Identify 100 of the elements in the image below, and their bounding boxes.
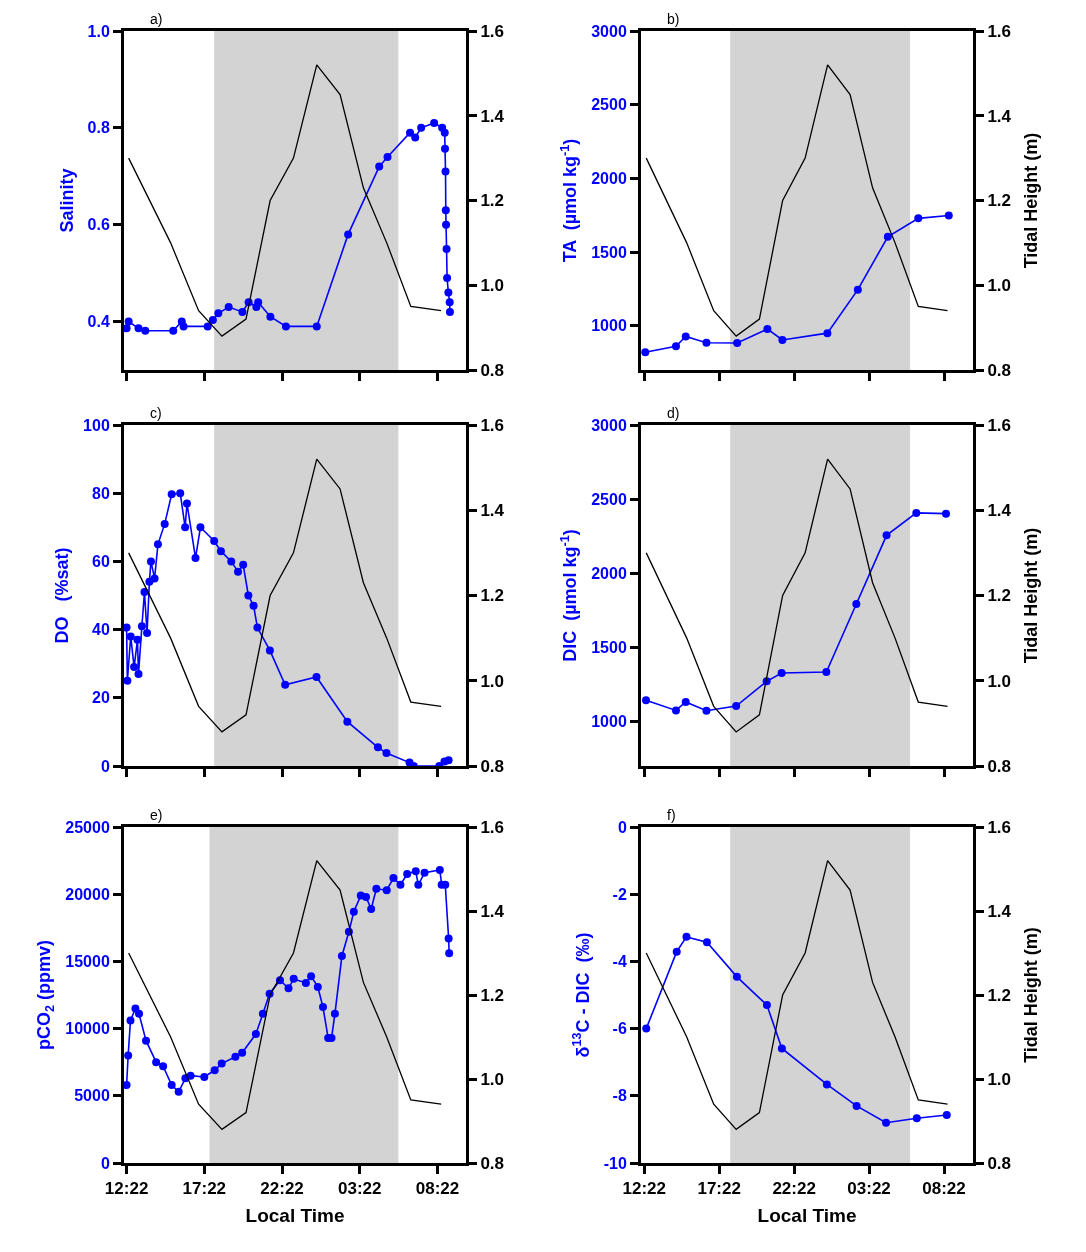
point [642,696,650,705]
point [266,312,275,321]
y2-tick-label: 0.8 [480,1153,505,1173]
y-tick-label: -6 [612,1020,627,1038]
point [143,629,152,638]
point [231,1052,240,1061]
point [822,1080,831,1089]
point [141,326,150,335]
y-tick-label: 0 [100,757,110,775]
point [883,232,892,241]
x-tick-label: 08:22 [415,1179,460,1199]
y2-tick-label: 1.4 [480,501,505,521]
point [414,880,423,889]
point [124,324,131,333]
point [373,743,382,752]
y-tick-label: -10 [603,1154,627,1172]
point [441,167,450,176]
point [361,892,370,901]
x-tick-label: 12:22 [104,1179,149,1199]
point [227,557,236,566]
y-tick-label: 0.8 [87,119,110,137]
point [216,547,225,556]
point [133,635,142,644]
point [912,508,921,517]
y2-tick-label: 1.6 [480,21,505,41]
chart-title: f) [667,807,676,823]
y-tick-label: 10000 [65,1020,110,1038]
y-tick-label: 3000 [591,416,627,434]
point [372,884,381,893]
point [443,273,452,282]
point [681,697,690,706]
point [778,335,787,344]
y-tick-label: 0.4 [87,313,110,331]
y2-tick-label: 1.4 [987,901,1012,921]
point [159,1062,168,1071]
y-tick-label: 1500 [591,243,627,261]
point [375,162,384,171]
y-tick-label: 1500 [591,638,627,656]
y-tick-label: -8 [612,1087,627,1105]
point [124,317,133,326]
point [763,325,772,334]
point [914,214,923,223]
y-tick-label: -4 [612,953,627,970]
point [641,348,650,357]
point [411,133,420,142]
point [174,1087,183,1096]
x-tick-label: 12:22 [622,1179,666,1199]
x-tick-label: 03:22 [338,1179,382,1199]
point [254,298,263,307]
point [396,880,405,889]
y2-tick-label: 0.8 [987,756,1012,776]
y-tick-label: -2 [612,885,627,903]
point [445,298,454,307]
point [131,1004,140,1013]
point [142,1036,151,1045]
point [912,1114,921,1123]
point [196,523,205,532]
y2-tick-label: 1.2 [480,191,505,211]
y2-tick-label: 1.2 [480,586,505,606]
y2-tick-label: 1.4 [987,106,1012,126]
point [822,668,831,676]
point [210,536,219,545]
point [249,601,258,610]
point [135,1009,144,1018]
y2-tick-label: 1.0 [987,1069,1012,1089]
point [186,1071,195,1080]
point [167,1081,176,1090]
point [702,338,711,347]
point [307,972,316,981]
y-tick-label: 20000 [65,885,110,903]
point [203,322,212,331]
y2-tick-label: 1.0 [987,276,1012,296]
point [337,952,346,961]
y2-tick-label: 0.8 [987,1153,1012,1173]
y2-tick-label: 1.2 [987,985,1012,1005]
y2-axis-title: Tidal Height (m) [1020,132,1041,269]
y-tick-label: 3000 [591,22,627,40]
point [681,332,690,341]
point [137,622,146,631]
point [732,702,741,711]
y-axis-title: DO (%sat) [52,547,73,644]
line-series [128,859,442,1131]
line-series [645,64,949,337]
y-tick-label: 15000 [65,953,110,970]
chart-title: d) [667,405,680,421]
point [420,868,429,877]
point [152,1058,161,1067]
point [642,1024,651,1033]
point [124,623,131,632]
point [150,574,159,583]
point [442,244,451,253]
y2-tick-label: 1.0 [480,1069,505,1089]
x-tick-label: 22:22 [260,1179,304,1199]
point [343,717,352,726]
y-tick-label: 40 [92,621,110,639]
point [318,1003,327,1012]
y2-tick-label: 1.2 [480,985,505,1005]
y2-tick-label: 1.6 [480,817,505,837]
point [853,285,862,294]
y2-tick-label: 1.0 [987,671,1012,691]
